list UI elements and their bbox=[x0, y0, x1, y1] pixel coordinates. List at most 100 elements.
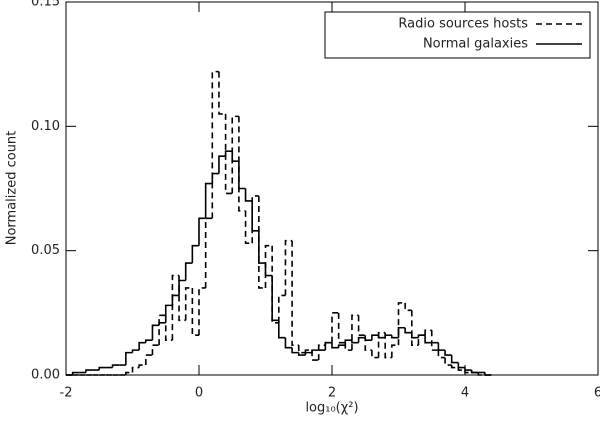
histogram-step bbox=[457, 362, 465, 369]
y-tick-label: 0.10 bbox=[31, 119, 60, 134]
histogram-step bbox=[204, 217, 213, 288]
histogram-step bbox=[158, 321, 166, 326]
histogram-step bbox=[291, 347, 299, 354]
histogram-step bbox=[377, 331, 386, 358]
histogram-step bbox=[145, 339, 153, 343]
histogram-step bbox=[357, 315, 366, 337]
histogram-step bbox=[184, 262, 193, 281]
legend-box bbox=[324, 11, 591, 59]
histogram-step bbox=[125, 371, 133, 375]
histogram-step bbox=[391, 335, 399, 339]
histogram-step bbox=[331, 312, 339, 343]
x-axis-label: log₁₀(χ²) bbox=[305, 401, 358, 416]
histogram-step bbox=[278, 320, 286, 339]
x-tick-label: 6 bbox=[594, 386, 600, 401]
histogram-step bbox=[337, 344, 346, 348]
histogram-step bbox=[391, 344, 399, 358]
histogram-step bbox=[351, 314, 359, 351]
histogram-step bbox=[191, 244, 199, 264]
histogram-step bbox=[364, 335, 372, 351]
y-tick-label: 0.15 bbox=[31, 0, 60, 10]
histogram-step bbox=[437, 342, 446, 351]
histogram-step bbox=[218, 155, 226, 174]
histogram-step bbox=[371, 334, 379, 341]
histogram-step bbox=[151, 344, 160, 356]
histogram-step bbox=[304, 349, 313, 353]
histogram-step bbox=[344, 339, 352, 346]
histogram-step bbox=[317, 344, 326, 361]
histogram-step bbox=[271, 275, 279, 322]
histogram-step bbox=[251, 200, 259, 232]
histogram-step bbox=[344, 342, 352, 351]
histogram-step bbox=[404, 327, 412, 334]
histogram-step bbox=[484, 372, 492, 376]
legend-label: Normal galaxies bbox=[423, 37, 528, 52]
histogram-step bbox=[464, 367, 472, 371]
histogram-step bbox=[218, 71, 226, 115]
histogram-step bbox=[397, 302, 406, 346]
y-axis-label: Normalized count bbox=[5, 131, 20, 246]
histogram-step bbox=[351, 340, 359, 344]
histogram-step bbox=[450, 355, 459, 364]
histogram-step bbox=[71, 371, 80, 375]
histogram-step bbox=[111, 364, 120, 368]
histogram-step bbox=[411, 310, 419, 346]
histogram-step bbox=[198, 287, 206, 336]
histogram-step bbox=[417, 334, 426, 346]
histogram-step bbox=[158, 314, 166, 346]
histogram-step bbox=[251, 195, 259, 244]
histogram-step bbox=[138, 364, 146, 368]
histogram-step bbox=[151, 324, 160, 341]
histogram-step bbox=[258, 195, 266, 289]
histogram-step bbox=[184, 287, 193, 321]
histogram-step bbox=[470, 370, 479, 374]
histogram-step bbox=[198, 217, 206, 246]
histogram-step bbox=[377, 335, 386, 339]
histogram-step bbox=[284, 337, 293, 349]
histogram-step bbox=[244, 188, 253, 202]
histogram-step bbox=[324, 341, 332, 351]
legend-label: Radio sources hosts bbox=[398, 17, 528, 32]
histogram-step bbox=[238, 116, 246, 212]
histogram-step bbox=[430, 330, 439, 351]
histogram-step bbox=[371, 350, 379, 359]
x-tick-label: 2 bbox=[328, 386, 336, 401]
histogram-step bbox=[231, 115, 239, 194]
histogram-step bbox=[411, 332, 419, 339]
histogram-step bbox=[231, 151, 239, 162]
histogram-step bbox=[98, 366, 106, 371]
histogram-step bbox=[264, 244, 273, 288]
histogram-step bbox=[164, 304, 173, 323]
histogram-step bbox=[477, 372, 485, 376]
histogram-step bbox=[424, 335, 432, 344]
histogram-step bbox=[191, 287, 199, 337]
histogram-step bbox=[331, 342, 339, 349]
histogram-step bbox=[444, 357, 452, 366]
histogram-step bbox=[244, 210, 253, 245]
histogram-step bbox=[424, 329, 432, 336]
histogram-step bbox=[464, 370, 472, 374]
histogram-step bbox=[297, 352, 306, 356]
x-tick-label: 0 bbox=[195, 386, 203, 401]
histogram-step bbox=[125, 351, 133, 366]
histogram-step bbox=[297, 345, 306, 354]
histogram-step bbox=[437, 350, 446, 359]
histogram-step bbox=[171, 274, 180, 341]
histogram-step bbox=[304, 351, 313, 356]
histogram-step bbox=[417, 334, 426, 338]
histogram-step bbox=[138, 341, 146, 351]
histogram-step bbox=[364, 337, 372, 341]
histogram-step bbox=[278, 294, 286, 323]
histogram-step bbox=[178, 275, 186, 322]
histogram-step bbox=[238, 161, 246, 190]
histogram-step bbox=[457, 367, 465, 371]
histogram-step bbox=[131, 366, 140, 373]
histogram-step bbox=[258, 230, 266, 264]
histogram-step bbox=[211, 172, 219, 184]
histogram-step bbox=[131, 349, 140, 353]
histogram-step bbox=[178, 279, 186, 296]
histogram-step bbox=[271, 245, 279, 324]
histogram-step bbox=[444, 350, 452, 356]
histogram-step bbox=[397, 326, 406, 338]
